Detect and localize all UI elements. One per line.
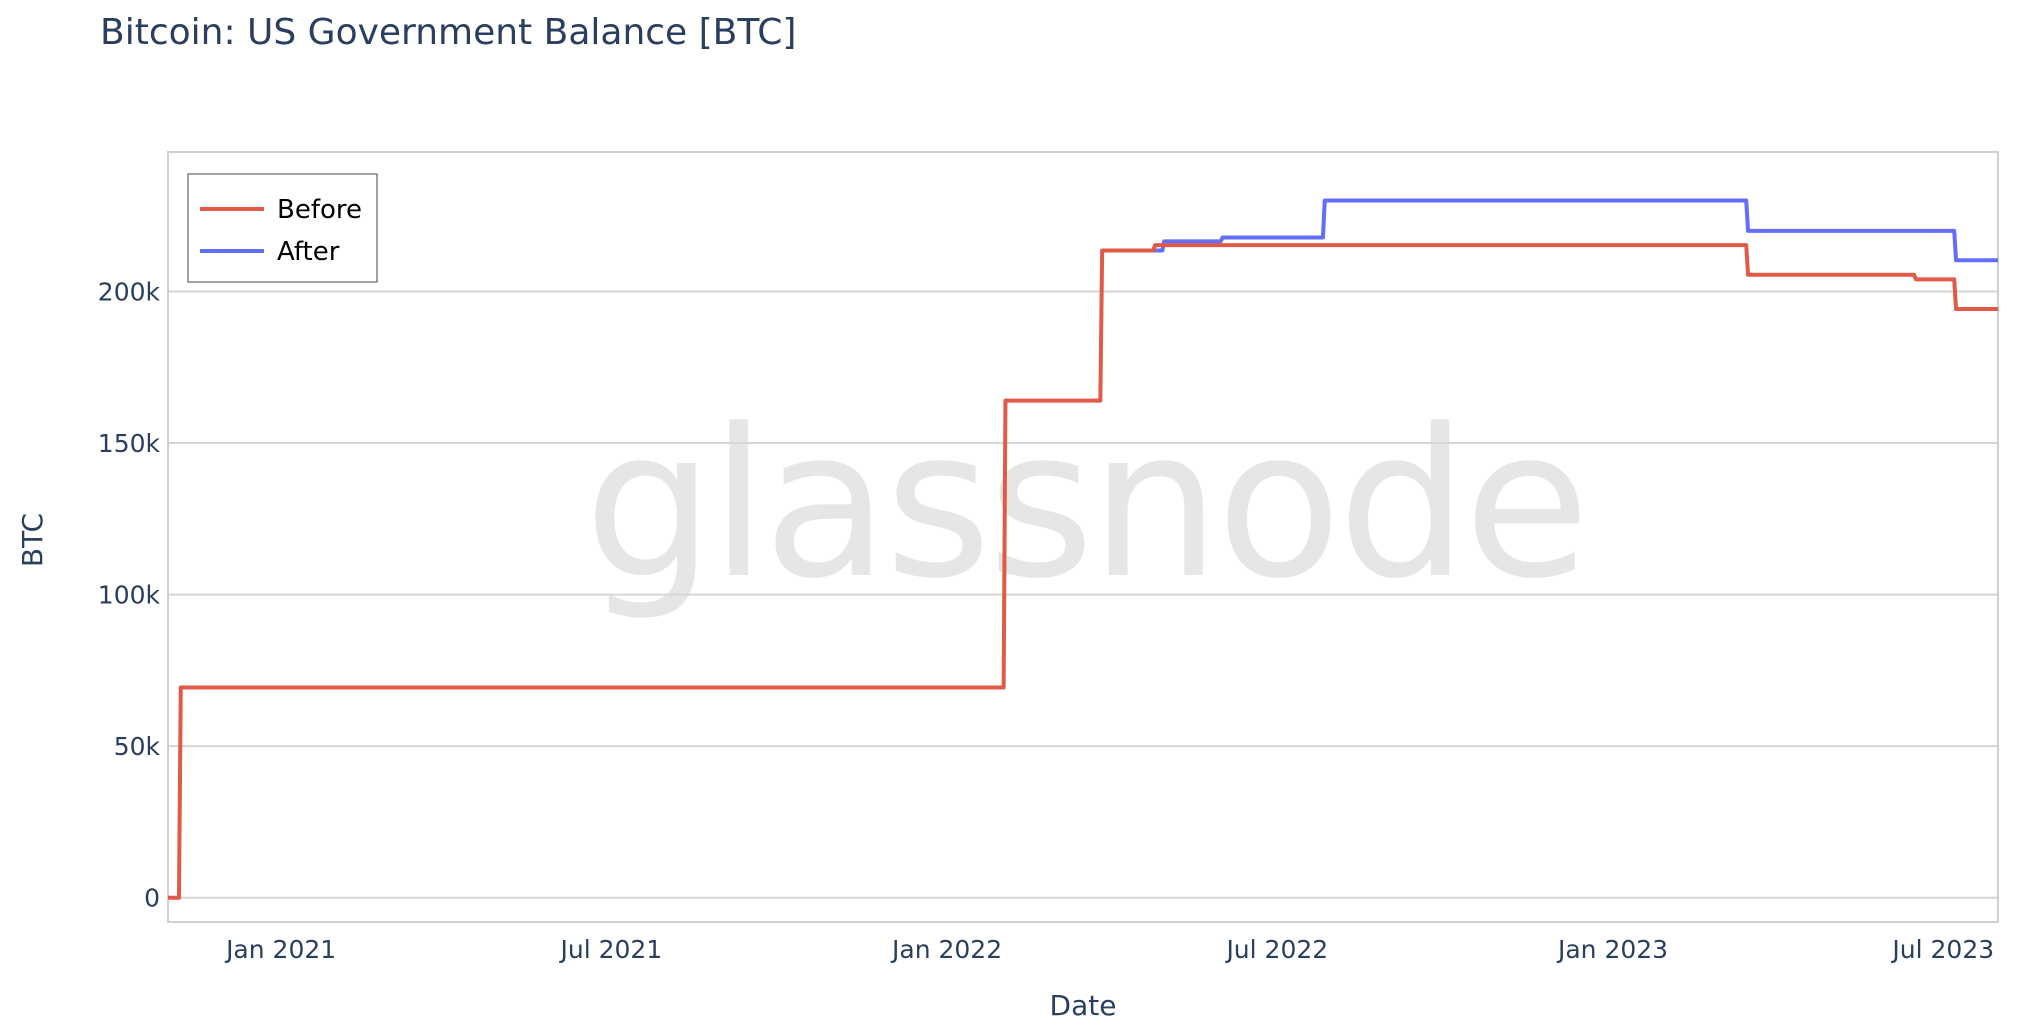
x-tick-label: Jan 2023 <box>1556 935 1668 964</box>
legend-label-before: Before <box>277 195 362 225</box>
y-tick-label: 100k <box>98 581 161 610</box>
y-tick-label: 150k <box>98 429 161 458</box>
x-tick-label: Jul 2021 <box>558 935 662 964</box>
x-tick-label: Jan 2022 <box>890 935 1002 964</box>
plot-frame <box>167 151 1999 923</box>
y-tick-label: 0 <box>144 884 160 913</box>
y-tick-label: 200k <box>98 277 161 306</box>
chart-title: Bitcoin: US Government Balance [BTC] <box>100 12 797 53</box>
y-axis-ticks: 0 50k 100k 150k 200k <box>98 277 161 912</box>
legend: Before After <box>187 173 378 283</box>
x-tick-label: Jul 2022 <box>1224 935 1328 964</box>
x-tick-label: Jul 2023 <box>1890 935 1994 964</box>
watermark-text: glassnode <box>584 386 1586 624</box>
x-tick-label: Jan 2021 <box>224 935 336 964</box>
y-tick-label: 50k <box>114 732 161 761</box>
series-line-before <box>168 243 1998 900</box>
legend-box <box>187 173 378 283</box>
gridlines <box>168 290 1998 899</box>
y-axis-title: BTC <box>16 513 49 567</box>
x-axis-title: Date <box>1050 989 1117 1022</box>
legend-label-after: After <box>277 237 340 267</box>
series-line-after <box>1153 198 1998 263</box>
series-layer <box>168 198 1998 900</box>
x-axis-ticks: Jan 2021 Jul 2021 Jan 2022 Jul 2022 Jan 2023… <box>224 935 1994 964</box>
